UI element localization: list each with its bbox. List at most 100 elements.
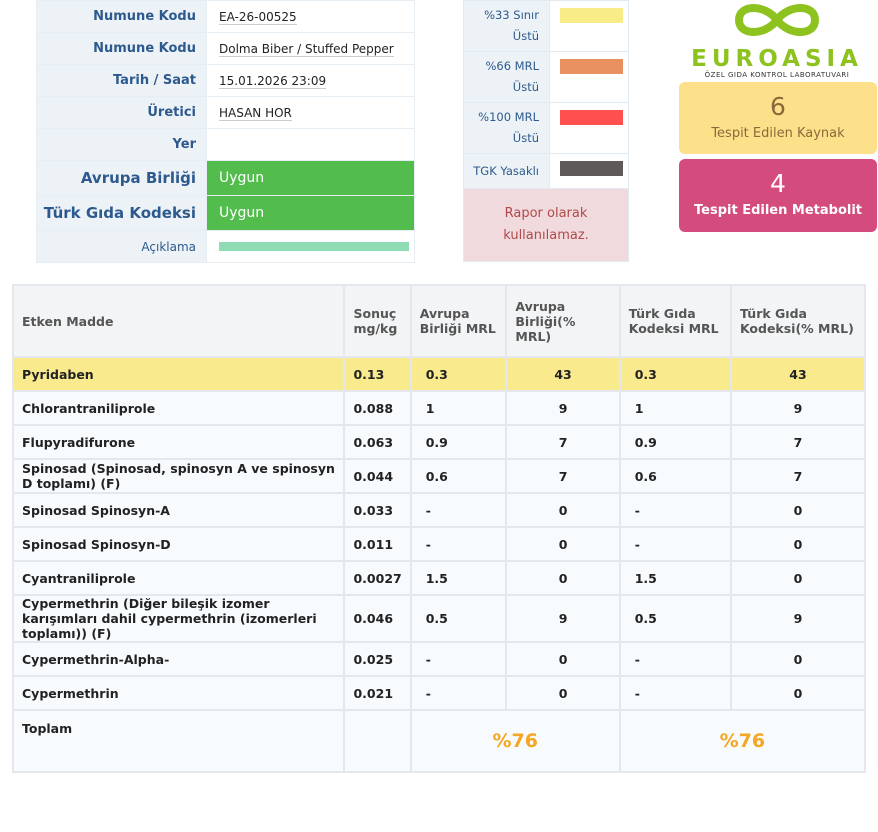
table-cell: 0.9: [409, 424, 508, 460]
table-cell: Flupyradifurone: [11, 424, 346, 460]
detected-metabolite-label: Tespit Edilen Metabolit: [694, 203, 862, 218]
table-cell: Spinosad Spinosyn-A: [11, 492, 346, 528]
table-cell: 0.5: [618, 594, 732, 643]
table-cell: -: [618, 526, 732, 562]
table-cell: 0.6: [618, 458, 732, 494]
table-cell: 0: [729, 492, 867, 528]
total-eu: %76: [409, 709, 621, 773]
legend-swatch: [560, 110, 623, 125]
info-value-text: 15.01.2026 23:09: [219, 73, 327, 89]
legend-label: TGK Yasaklı: [463, 153, 550, 189]
column-header: Etken Madde: [11, 284, 346, 358]
table-cell: 0: [729, 560, 867, 596]
table-cell: 0.3: [409, 356, 508, 392]
table-row: Cypermethrin 0.021-0-0: [11, 675, 867, 711]
total-row: Toplam %76 %76: [11, 709, 867, 773]
table-cell: 1: [618, 390, 732, 426]
info-value-text: HASAN HOR: [219, 105, 292, 121]
column-header: Avrupa Birliği(% MRL): [505, 284, 621, 358]
table-cell: 0.6: [409, 458, 508, 494]
table-cell: 43: [729, 356, 867, 392]
status-row: Avrupa Birliği Uygun: [36, 160, 415, 196]
legend-swatch-cell: [549, 0, 629, 52]
info-value-text: EA-26-00525: [219, 9, 297, 25]
info-label: Üretici: [36, 96, 207, 129]
table-cell: 1.5: [409, 560, 508, 596]
info-row: Numune Kodu Dolma Biber / Stuffed Pepper: [36, 32, 415, 65]
info-value: HASAN HOR: [206, 96, 415, 129]
total-tgk: %76: [618, 709, 867, 773]
table-cell: Spinosad (Spinosad, spinosyn A ve spinos…: [11, 458, 346, 494]
table-cell: Cyantraniliprole: [11, 560, 346, 596]
table-cell: 0: [729, 526, 867, 562]
aciklama-bar: [219, 242, 409, 251]
info-value: Dolma Biber / Stuffed Pepper: [206, 32, 415, 65]
table-cell: -: [409, 675, 508, 711]
table-cell: -: [618, 492, 732, 528]
table-row: Pyridaben 0.13 0.3 43 0.3 43: [11, 356, 867, 392]
legend-row: %100 MRL Üstü: [463, 102, 629, 154]
column-header: Avrupa Birliği MRL: [409, 284, 508, 358]
table-row: Spinosad Spinosyn-A 0.033-0-0: [11, 492, 867, 528]
status-value: Uygun: [206, 160, 415, 196]
info-value: EA-26-00525: [206, 0, 415, 33]
status-label: Avrupa Birliği: [36, 160, 207, 196]
table-row: Spinosad (Spinosad, spinosyn A ve spinos…: [11, 458, 867, 494]
table-cell: 0.5: [409, 594, 508, 643]
legend-table: %33 Sınır Üstü %66 MRL Üstü %100 MRL Üstü T…: [463, 0, 629, 262]
column-header: Türk Gıda Kodeksi MRL: [618, 284, 732, 358]
legend-row: %66 MRL Üstü: [463, 51, 629, 103]
legend-swatch-cell: [549, 153, 629, 189]
legend-row: TGK Yasaklı: [463, 153, 629, 189]
aciklama-value: [206, 230, 415, 263]
legend-swatch: [560, 161, 623, 176]
legend-swatch: [560, 8, 623, 23]
table-row: Spinosad Spinosyn-D 0.011-0-0: [11, 526, 867, 562]
table-cell: 9: [505, 594, 621, 643]
status-row: Türk Gıda Kodeksi Uygun: [36, 195, 415, 231]
table-cell: 0: [505, 675, 621, 711]
results-table: Etken Madde Sonuç mg/kg Avrupa Birliği MRL…: [11, 284, 867, 773]
table-cell: 0.025: [343, 641, 412, 677]
legend-swatch: [560, 59, 623, 74]
info-label: Yer: [36, 128, 207, 161]
table-cell: -: [409, 526, 508, 562]
aciklama-label: Açıklama: [36, 230, 207, 263]
svg-text:EUROASIA: EUROASIA: [691, 46, 863, 72]
table-cell: 0.011: [343, 526, 412, 562]
table-cell: 7: [729, 424, 867, 460]
table-cell: 1: [409, 390, 508, 426]
table-cell: 0: [505, 641, 621, 677]
table-cell: 0.0027: [343, 560, 412, 596]
svg-text:ÖZEL GIDA KONTROL LABORATUVARI: ÖZEL GIDA KONTROL LABORATUVARI: [705, 70, 850, 79]
table-cell: Cypermethrin (Diğer bileşik izomer karış…: [11, 594, 346, 643]
info-value-text: Dolma Biber / Stuffed Pepper: [219, 41, 394, 57]
info-label: Numune Kodu: [36, 32, 207, 65]
info-label: Numune Kodu: [36, 0, 207, 33]
table-cell: 0: [505, 526, 621, 562]
table-cell: 9: [505, 390, 621, 426]
table-cell: 0: [729, 675, 867, 711]
info-row: Üretici HASAN HOR: [36, 96, 415, 129]
detected-source-card: 6 Tespit Edilen Kaynak: [679, 82, 877, 154]
table-cell: Chlorantraniliprole: [11, 390, 346, 426]
table-cell: 0.033: [343, 492, 412, 528]
table-cell: 0.046: [343, 594, 412, 643]
table-cell: Spinosad Spinosyn-D: [11, 526, 346, 562]
table-cell: Pyridaben: [11, 356, 346, 392]
table-cell: 0: [729, 641, 867, 677]
warning-text: Rapor olarak kullanılamaz.: [463, 188, 629, 262]
table-cell: 0.044: [343, 458, 412, 494]
table-cell: 0: [505, 492, 621, 528]
legend-swatch-cell: [549, 102, 629, 154]
detected-source-count: 6: [770, 92, 786, 121]
table-cell: 0: [505, 560, 621, 596]
table-cell: Cypermethrin-Alpha-: [11, 641, 346, 677]
table-cell: 0.13: [343, 356, 412, 392]
table-row: Flupyradifurone 0.063 0.9 7 0.9 7: [11, 424, 867, 460]
table-row: Cyantraniliprole 0.0027 1.5 0 1.5 0: [11, 560, 867, 596]
table-cell: 7: [505, 424, 621, 460]
column-header: Sonuç mg/kg: [343, 284, 412, 358]
total-empty: [343, 709, 412, 773]
logo-infinity-icon: EUROASIA ÖZEL GIDA KONTROL LABORATUVARI: [691, 4, 863, 79]
